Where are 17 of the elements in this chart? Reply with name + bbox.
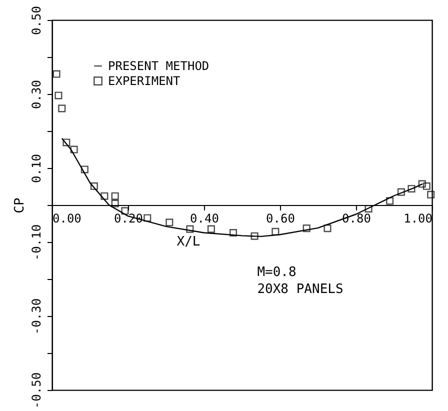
y-tick-label: -0.30 xyxy=(30,298,44,335)
x-tick-label: 0.80 xyxy=(342,212,371,226)
y-axis-title: CP xyxy=(12,198,28,214)
y-tick-label: 0.10 xyxy=(30,154,44,183)
y-tick-label: -0.10 xyxy=(30,224,44,261)
x-tick-label: 0.20 xyxy=(114,212,143,226)
legend-label: PRESENT METHOD xyxy=(108,59,210,73)
annotation: M=0.8 xyxy=(257,265,296,280)
x-tick-label: 0.00 xyxy=(52,212,82,226)
y-tick-label: 0.50 xyxy=(30,6,44,35)
x-tick-label: 0.40 xyxy=(190,212,219,226)
x-axis-title: X/L xyxy=(176,234,200,250)
y-tick-label: 0.30 xyxy=(30,80,44,109)
legend-label: EXPERIMENT xyxy=(108,74,180,88)
x-tick-label: 0.60 xyxy=(266,212,295,226)
y-tick-label: -0.50 xyxy=(30,372,44,409)
annotation: 20X8 PANELS xyxy=(257,282,344,298)
